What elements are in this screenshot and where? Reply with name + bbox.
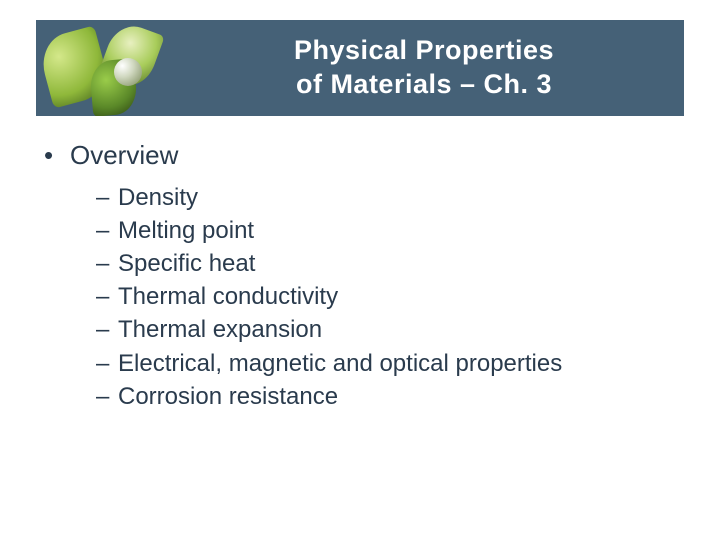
title-line-1: Physical Properties: [294, 35, 554, 65]
bullet-level2: – Electrical, magnetic and optical prope…: [96, 347, 684, 380]
slide-title: Physical Properties of Materials – Ch. 3: [184, 34, 684, 102]
title-decorative-image: [36, 20, 184, 116]
dash-icon: –: [96, 380, 118, 413]
bullet-level2: – Density: [96, 181, 684, 214]
bullet-level2-label: Corrosion resistance: [118, 380, 338, 413]
dash-icon: –: [96, 181, 118, 214]
bullet-level2-label: Density: [118, 181, 198, 214]
bullet-level2-label: Melting point: [118, 214, 254, 247]
bullet-level2-label: Electrical, magnetic and optical propert…: [118, 347, 562, 380]
dash-icon: –: [96, 347, 118, 380]
dash-icon: –: [96, 247, 118, 280]
bullet-level2: – Thermal expansion: [96, 313, 684, 346]
bullet-level2: – Specific heat: [96, 247, 684, 280]
bullet-level2-list: – Density – Melting point – Specific hea…: [96, 181, 684, 413]
bullet-level2: – Corrosion resistance: [96, 380, 684, 413]
slide-content: • Overview – Density – Melting point – S…: [44, 140, 684, 413]
title-banner: Physical Properties of Materials – Ch. 3: [36, 20, 684, 116]
bullet-level2: – Melting point: [96, 214, 684, 247]
dash-icon: –: [96, 280, 118, 313]
bullet-level1: • Overview: [44, 140, 684, 171]
title-line-2: of Materials – Ch. 3: [296, 69, 552, 99]
bullet-level2-label: Thermal expansion: [118, 313, 322, 346]
bullet-level2-label: Specific heat: [118, 247, 255, 280]
sphere-icon: [114, 58, 142, 86]
bullet-level2-label: Thermal conductivity: [118, 280, 338, 313]
bullet-dot-icon: •: [44, 140, 70, 171]
dash-icon: –: [96, 214, 118, 247]
bullet-level2: – Thermal conductivity: [96, 280, 684, 313]
dash-icon: –: [96, 313, 118, 346]
bullet-level1-label: Overview: [70, 140, 178, 171]
